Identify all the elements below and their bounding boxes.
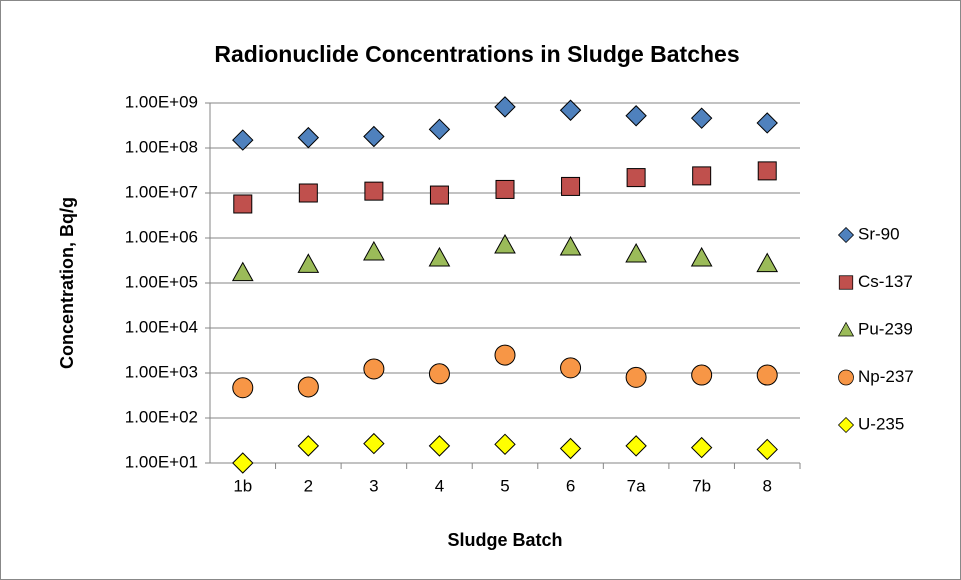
marker bbox=[232, 452, 254, 474]
legend-marker bbox=[837, 226, 855, 244]
marker bbox=[691, 364, 713, 386]
marker bbox=[560, 357, 582, 379]
marker bbox=[428, 363, 450, 385]
marker bbox=[429, 185, 449, 205]
marker bbox=[232, 377, 254, 399]
marker bbox=[690, 436, 713, 459]
marker bbox=[625, 366, 647, 388]
x-tick-label: 7b bbox=[692, 476, 711, 495]
marker bbox=[363, 358, 385, 380]
y-tick-label: 1.00E+04 bbox=[125, 317, 198, 336]
marker bbox=[756, 252, 779, 273]
legend-label: Cs-137 bbox=[858, 272, 913, 291]
legend-label: U-235 bbox=[858, 414, 904, 433]
marker bbox=[363, 125, 385, 148]
marker bbox=[297, 253, 320, 273]
marker bbox=[494, 233, 516, 254]
marker bbox=[428, 246, 451, 267]
x-tick-label: 2 bbox=[304, 476, 313, 495]
marker bbox=[756, 364, 778, 386]
x-tick-label: 5 bbox=[500, 476, 509, 495]
x-tick-label: 8 bbox=[762, 476, 771, 495]
marker bbox=[297, 435, 320, 457]
marker bbox=[756, 438, 778, 461]
marker bbox=[692, 166, 712, 186]
marker bbox=[363, 240, 385, 261]
x-tick-label: 1b bbox=[233, 476, 252, 495]
chart-title: Radionuclide Concentrations in Sludge Ba… bbox=[214, 41, 739, 67]
y-tick-label: 1.00E+02 bbox=[125, 407, 198, 426]
marker bbox=[364, 181, 384, 201]
marker bbox=[625, 243, 647, 263]
marker bbox=[690, 107, 713, 129]
legend-marker bbox=[837, 416, 855, 434]
marker bbox=[494, 344, 516, 366]
legend-marker bbox=[837, 321, 855, 337]
marker bbox=[625, 435, 647, 457]
y-tick-label: 1.00E+08 bbox=[125, 137, 198, 156]
legend-marker bbox=[838, 275, 854, 290]
marker bbox=[625, 105, 647, 127]
marker bbox=[232, 129, 254, 151]
legend-label: Sr-90 bbox=[858, 224, 900, 243]
marker bbox=[559, 236, 582, 256]
marker bbox=[297, 376, 319, 398]
y-tick-label: 1.00E+09 bbox=[125, 92, 198, 111]
x-tick-label: 7a bbox=[627, 476, 646, 495]
marker bbox=[231, 261, 254, 282]
x-tick-label: 4 bbox=[435, 476, 444, 495]
y-tick-label: 1.00E+06 bbox=[125, 227, 198, 246]
marker bbox=[428, 118, 451, 141]
y-tick-label: 1.00E+05 bbox=[125, 272, 198, 291]
y-axis-title: Concentration, Bq/g bbox=[57, 197, 77, 369]
marker bbox=[626, 168, 646, 188]
marker bbox=[561, 176, 581, 196]
x-axis-title: Sludge Batch bbox=[447, 530, 562, 550]
y-tick-label: 1.00E+03 bbox=[125, 362, 198, 381]
marker bbox=[297, 126, 320, 149]
marker bbox=[757, 161, 777, 181]
marker bbox=[298, 183, 318, 203]
marker bbox=[690, 246, 713, 267]
y-tick-label: 1.00E+01 bbox=[125, 452, 198, 471]
marker bbox=[428, 435, 451, 457]
marker bbox=[559, 99, 582, 121]
marker bbox=[363, 432, 385, 455]
marker bbox=[494, 96, 516, 118]
x-tick-label: 6 bbox=[566, 476, 575, 495]
x-tick-label: 3 bbox=[369, 476, 378, 495]
marker bbox=[233, 194, 253, 214]
y-tick-label: 1.00E+07 bbox=[125, 182, 198, 201]
legend-label: Pu-239 bbox=[858, 319, 913, 338]
legend-marker bbox=[838, 369, 854, 386]
marker bbox=[495, 179, 515, 199]
marker bbox=[559, 437, 582, 460]
legend-label: Np-237 bbox=[858, 367, 914, 386]
marker bbox=[494, 433, 516, 456]
marker bbox=[756, 112, 778, 134]
